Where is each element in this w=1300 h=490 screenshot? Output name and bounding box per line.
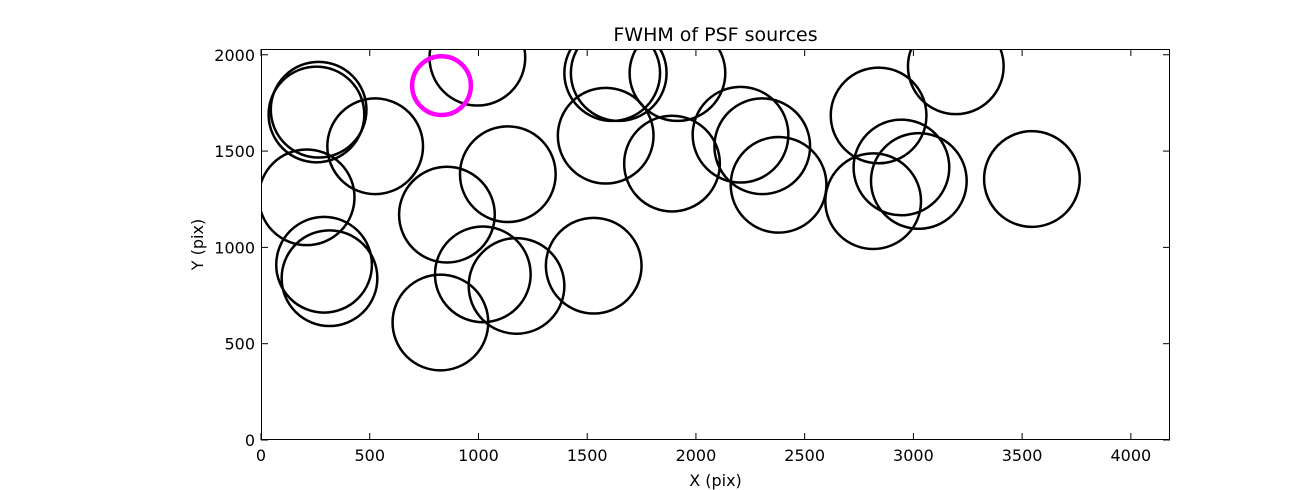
source-circle xyxy=(852,118,951,217)
x-tick-label: 500 xyxy=(354,446,385,465)
source-circle xyxy=(906,49,1005,116)
source-circle xyxy=(261,148,356,247)
y-tick-label: 1000 xyxy=(214,238,255,257)
y-tick-label: 0 xyxy=(245,431,255,450)
x-tick-label: 3500 xyxy=(1002,446,1043,465)
x-tick-label: 0 xyxy=(256,446,266,465)
source-circle xyxy=(274,215,374,314)
source-circle xyxy=(556,86,655,185)
source-circle xyxy=(824,152,923,251)
source-circle xyxy=(391,273,490,372)
source-circle xyxy=(467,236,566,336)
x-tick-label: 3000 xyxy=(893,446,934,465)
source-circle xyxy=(544,216,643,315)
source-circle xyxy=(982,129,1082,229)
source-circle xyxy=(326,97,425,196)
y-tick-label: 500 xyxy=(224,335,255,354)
y-axis-label: Y (pix) xyxy=(188,219,207,271)
chart-title: FWHM of PSF sources xyxy=(613,24,817,46)
circle-layer xyxy=(261,49,1082,372)
plot-frame xyxy=(261,49,1170,440)
source-circle xyxy=(267,65,366,164)
source-circle xyxy=(628,49,727,123)
source-circle xyxy=(397,165,497,264)
x-tick-label: 2000 xyxy=(676,446,717,465)
x-tick-label: 2500 xyxy=(784,446,825,465)
x-axis-label: X (pix) xyxy=(689,471,742,490)
source-circle xyxy=(458,125,557,224)
source-circle xyxy=(280,229,379,328)
highlight-source-circle xyxy=(409,53,474,118)
y-tick-label: 2000 xyxy=(214,46,255,65)
y-tick-label: 1500 xyxy=(214,142,255,161)
source-circle xyxy=(622,114,722,213)
x-tick-label: 4000 xyxy=(1110,446,1151,465)
source-circle xyxy=(269,60,368,159)
source-circle xyxy=(691,85,790,184)
source-circle xyxy=(869,131,968,231)
source-circle xyxy=(829,66,928,165)
ticks-layer: 0 500 1000 1500 2000 2500 3000 3500 4000 0 500 1000… xyxy=(214,46,1170,465)
x-tick-label: 1500 xyxy=(567,446,608,465)
source-circle xyxy=(569,49,668,123)
x-tick-label: 1000 xyxy=(458,446,499,465)
source-circle xyxy=(713,97,812,196)
source-circle xyxy=(729,135,828,234)
